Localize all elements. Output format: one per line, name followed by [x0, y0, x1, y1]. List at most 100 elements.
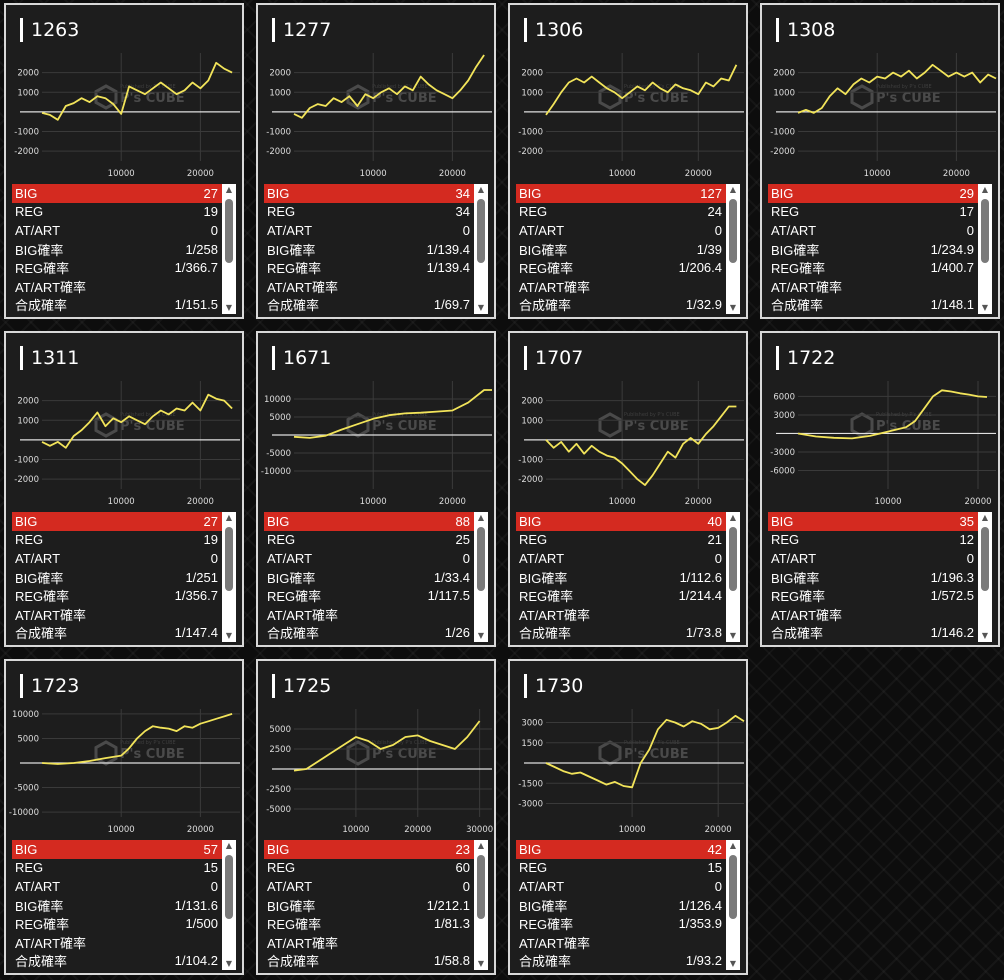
- scroll-up-arrow-icon[interactable]: ▲: [981, 513, 989, 522]
- watermark-brand: P's CUBE: [372, 419, 437, 434]
- scroll-thumb[interactable]: [981, 527, 989, 591]
- stats-value: 19: [203, 204, 218, 220]
- stats-scrollbar[interactable]: ▲ ▼: [726, 512, 740, 642]
- scroll-thumb[interactable]: [225, 199, 233, 263]
- x-tick-label: 10000: [609, 169, 636, 179]
- stats-scrollbar[interactable]: ▲ ▼: [978, 184, 992, 314]
- scroll-up-arrow-icon[interactable]: ▲: [729, 185, 737, 194]
- slump-line: [545, 714, 745, 789]
- scroll-up-arrow-icon[interactable]: ▲: [477, 841, 485, 850]
- scroll-thumb[interactable]: [981, 199, 989, 263]
- machine-card[interactable]: 1722 P's CUBE Published by P's CUBE 10000 20…: [760, 331, 1000, 647]
- stats-value: 57: [203, 841, 218, 857]
- stats-row-at-rate: AT/ART確率: [264, 933, 474, 952]
- scroll-down-arrow-icon[interactable]: ▼: [981, 631, 989, 640]
- stats-row-total-rate: 合成確率 1/104.2: [12, 952, 222, 970]
- stats-row-at-rate: AT/ART確率: [768, 605, 978, 624]
- stats-label: 合成確率: [15, 298, 68, 314]
- stats-row-at: AT/ART 0: [12, 549, 222, 568]
- scroll-down-arrow-icon[interactable]: ▼: [729, 959, 737, 968]
- card-header: 1730: [524, 673, 583, 699]
- stats-scrollbar[interactable]: ▲ ▼: [474, 512, 488, 642]
- machine-card[interactable]: 1723 P's CUBE Published by P's CUBE 10000 20…: [4, 659, 244, 975]
- stats-value: 1/93.2: [685, 953, 722, 969]
- scroll-thumb[interactable]: [225, 527, 233, 591]
- scroll-thumb[interactable]: [477, 199, 485, 263]
- machine-number: 1707: [535, 347, 584, 369]
- stats-row-big-rate: BIG確率 1/196.3: [768, 568, 978, 587]
- scroll-thumb[interactable]: [225, 855, 233, 919]
- scroll-thumb[interactable]: [729, 855, 737, 919]
- stats-scrollbar[interactable]: ▲ ▼: [222, 184, 236, 314]
- watermark-sub: Published by P's CUBE: [120, 740, 176, 746]
- stats-scrollbar[interactable]: ▲ ▼: [474, 184, 488, 314]
- stats-label: BIG: [519, 513, 542, 529]
- stats-label: REG確率: [15, 917, 70, 933]
- stats-row-reg: REG 60: [264, 859, 474, 878]
- stats-row-big: BIG 88: [264, 512, 474, 531]
- stats-value: 0: [462, 878, 470, 894]
- machine-card[interactable]: 1707 P's CUBE Published by P's CUBE 10000 20…: [508, 331, 748, 647]
- scroll-thumb[interactable]: [477, 855, 485, 919]
- stats-scrollbar[interactable]: ▲ ▼: [978, 512, 992, 642]
- scroll-up-arrow-icon[interactable]: ▲: [477, 513, 485, 522]
- scroll-down-arrow-icon[interactable]: ▼: [729, 303, 737, 312]
- stats-scrollbar[interactable]: ▲ ▼: [474, 840, 488, 970]
- machine-card[interactable]: 1725 P's CUBE Published by P's CUBE 10000 20…: [256, 659, 496, 975]
- scroll-up-arrow-icon[interactable]: ▲: [729, 841, 737, 850]
- x-tick-label: 10000: [108, 825, 135, 835]
- scroll-up-arrow-icon[interactable]: ▲: [225, 513, 233, 522]
- stats-value: 1/234.9: [930, 241, 974, 257]
- machine-card[interactable]: 1306 P's CUBE Published by P's CUBE 10000 20…: [508, 3, 748, 319]
- stats-label: AT/ART確率: [15, 935, 87, 951]
- scroll-down-arrow-icon[interactable]: ▼: [729, 631, 737, 640]
- machine-card[interactable]: 1311 P's CUBE Published by P's CUBE 10000 20…: [4, 331, 244, 647]
- stats-row-big-rate: BIG確率 1/212.1: [264, 896, 474, 915]
- stats-row-at: AT/ART 0: [12, 221, 222, 240]
- stats-row-reg: REG 34: [264, 203, 474, 222]
- stats-label: 合成確率: [267, 954, 320, 970]
- machine-card[interactable]: 1277 P's CUBE Published by P's CUBE 10000 20…: [256, 3, 496, 319]
- slump-line: [545, 64, 738, 116]
- stats-scrollbar[interactable]: ▲ ▼: [222, 512, 236, 642]
- machine-card[interactable]: 1308 P's CUBE Published by P's CUBE 10000 20…: [760, 3, 1000, 319]
- scroll-down-arrow-icon[interactable]: ▼: [477, 631, 485, 640]
- scroll-thumb[interactable]: [729, 199, 737, 263]
- scroll-thumb[interactable]: [477, 527, 485, 591]
- scroll-down-arrow-icon[interactable]: ▼: [225, 631, 233, 640]
- scroll-up-arrow-icon[interactable]: ▲: [477, 185, 485, 194]
- stats-value: 0: [462, 222, 470, 238]
- watermark-hex-icon: [94, 740, 118, 766]
- x-tick-label: 20000: [187, 497, 214, 507]
- y-tick-label: -5000: [266, 449, 291, 459]
- machine-card[interactable]: 1671 P's CUBE Published by P's CUBE 10000 20…: [256, 331, 496, 647]
- scroll-down-arrow-icon[interactable]: ▼: [225, 303, 233, 312]
- stats-label: 合成確率: [15, 954, 68, 970]
- scroll-up-arrow-icon[interactable]: ▲: [729, 513, 737, 522]
- scroll-thumb[interactable]: [729, 527, 737, 591]
- stats-value: 1/258: [185, 241, 218, 257]
- stats-scrollbar[interactable]: ▲ ▼: [726, 184, 740, 314]
- stats-value: 1/131.6: [174, 897, 218, 913]
- machine-card[interactable]: 1263 P's CUBE Published by P's CUBE 10000 20…: [4, 3, 244, 319]
- stats-row-at: AT/ART 0: [12, 877, 222, 896]
- scroll-down-arrow-icon[interactable]: ▼: [225, 959, 233, 968]
- stats-label: BIG: [15, 185, 38, 201]
- stats-value: 1/206.4: [678, 260, 722, 276]
- stats-scrollbar[interactable]: ▲ ▼: [222, 840, 236, 970]
- x-tick-label: 20000: [705, 825, 732, 835]
- stats-scrollbar[interactable]: ▲ ▼: [726, 840, 740, 970]
- scroll-up-arrow-icon[interactable]: ▲: [225, 841, 233, 850]
- scroll-down-arrow-icon[interactable]: ▼: [477, 303, 485, 312]
- stats-table: BIG 40 REG 21 AT/ART 0 BIG確率 1/112.6 REG確率 1/214.…: [516, 512, 726, 642]
- scroll-up-arrow-icon[interactable]: ▲: [981, 185, 989, 194]
- header-accent-bar: [524, 674, 527, 698]
- scroll-down-arrow-icon[interactable]: ▼: [477, 959, 485, 968]
- y-tick-label: 5000: [17, 734, 39, 744]
- scroll-down-arrow-icon[interactable]: ▼: [981, 303, 989, 312]
- scroll-up-arrow-icon[interactable]: ▲: [225, 185, 233, 194]
